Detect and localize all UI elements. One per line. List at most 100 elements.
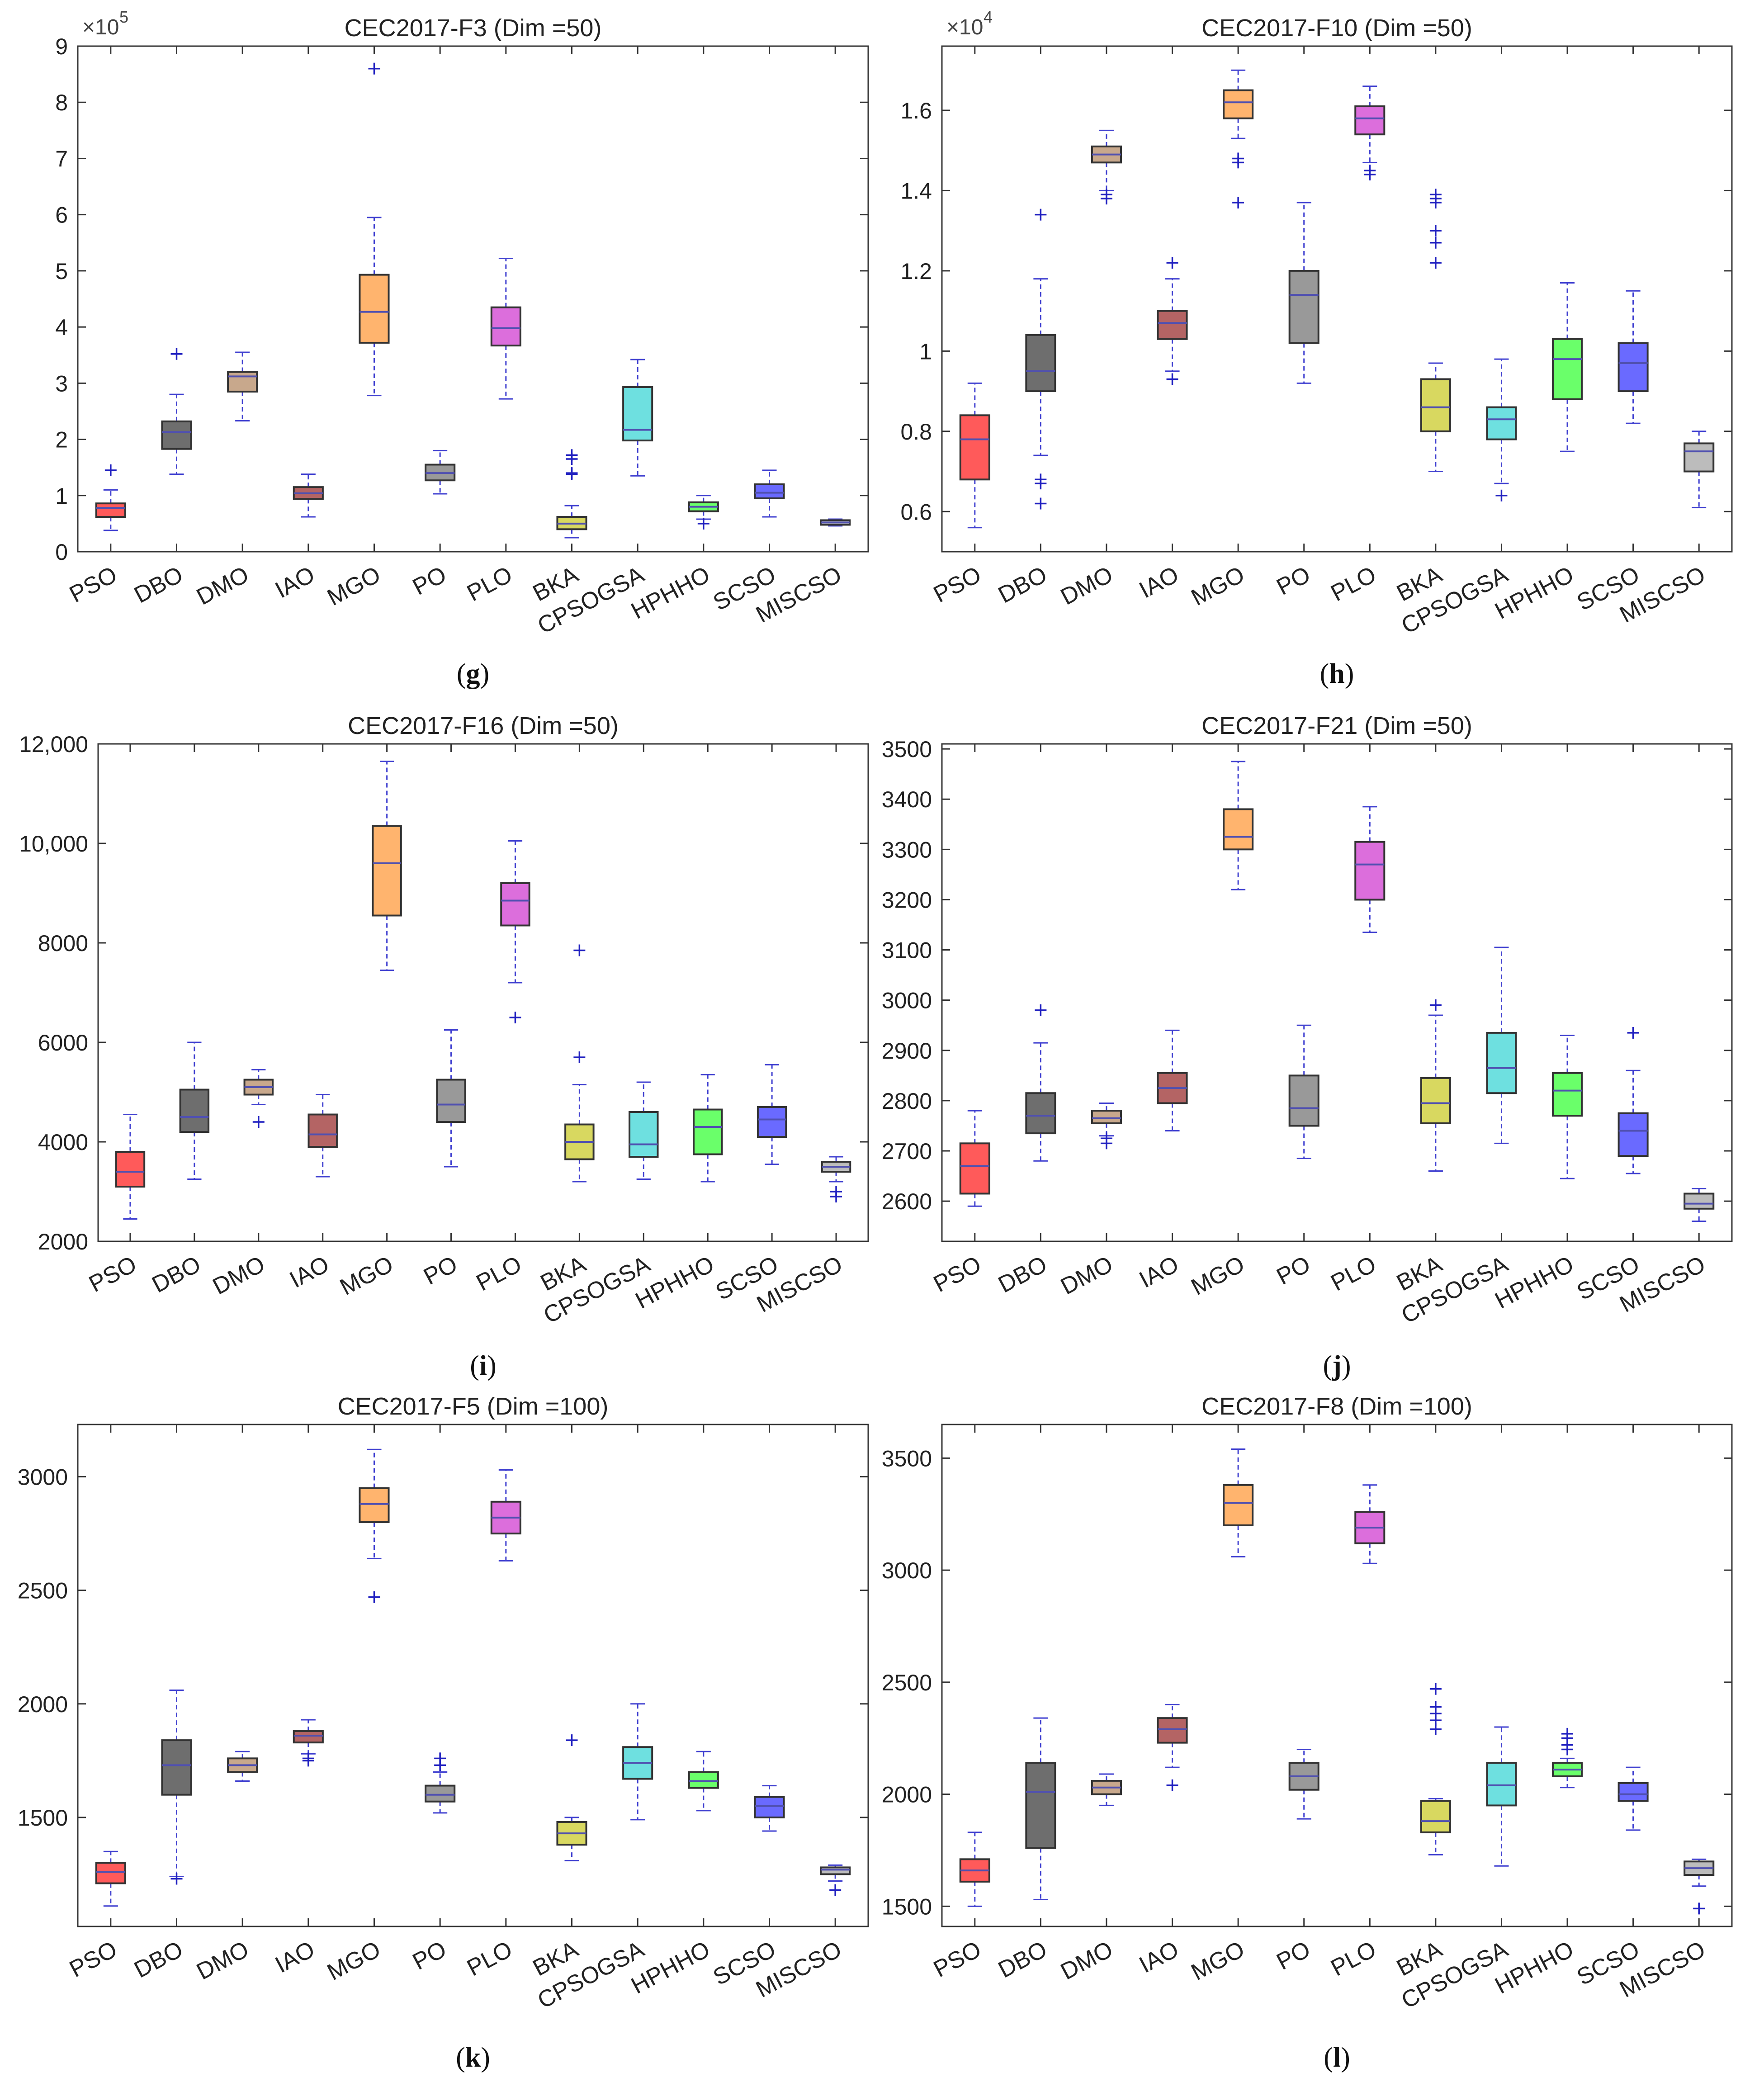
box-HPHHO: HPHHO [1491, 744, 1583, 1314]
iqr-box [1486, 1032, 1517, 1094]
outlier-marker [829, 1884, 842, 1896]
x-tick-label: PSO [929, 561, 985, 608]
x-tick-label: PSO [929, 1936, 985, 1983]
y-exponent-label: ×10 [946, 15, 983, 39]
y-tick-label: 2000 [882, 1782, 932, 1808]
y-tick-label: 1.4 [900, 178, 932, 203]
outlier-marker [1232, 197, 1244, 209]
panel-j: CEC2017-F21 (Dim =50) 2600 2700 2800 2900 300… [882, 712, 1733, 1381]
y-tick-label: 1.6 [900, 98, 932, 123]
outlier-marker [434, 1752, 446, 1765]
outlier-marker [302, 1752, 314, 1765]
box-MGO: MGO [1187, 1424, 1254, 1986]
outlier-marker [697, 517, 709, 530]
chart-title: CEC2017-F16 (Dim =50) [348, 712, 619, 739]
box-DBO: DBO [148, 744, 210, 1298]
x-tick-label: PLO [1327, 561, 1381, 606]
iqr-box [754, 1796, 785, 1818]
x-tick-label: DBO [130, 561, 187, 608]
box-PLO: PLO [463, 46, 521, 606]
iqr-box [1025, 1092, 1056, 1135]
outlier-marker [1561, 1727, 1574, 1740]
panel-caption: (i) [470, 1350, 497, 1381]
box-HPHHO: HPHHO [1491, 46, 1583, 625]
box-MGO: MGO [336, 744, 402, 1301]
iqr-box [692, 1108, 723, 1155]
x-tick-label: DMO [1056, 1251, 1117, 1300]
x-tick-label: DBO [994, 561, 1051, 608]
y-tick-label: 3000 [882, 1558, 932, 1583]
y-tick-label: 2900 [882, 1038, 932, 1064]
outlier-marker [1035, 1004, 1047, 1016]
box-IAO: IAO [1135, 46, 1188, 604]
box-CPSOGSA: CPSOGSA [533, 46, 653, 639]
x-tick-label: PLO [1327, 1251, 1381, 1296]
y-tick-label: 9 [55, 34, 68, 59]
outlier-marker [1100, 189, 1112, 201]
y-tick-label: 8 [55, 90, 68, 115]
box-SCSO: SCSO [709, 46, 785, 616]
x-tick-label: MGO [336, 1251, 397, 1301]
x-tick-label: DMO [192, 1936, 253, 1985]
x-tick-label: PSO [65, 561, 121, 608]
iqr-box [820, 1866, 851, 1875]
box-PO: PO [1272, 744, 1319, 1290]
panel-h: CEC2017-F10 (Dim =50) 0.6 0.8 1 1.2 1.4 1.6 ×10… [900, 8, 1733, 689]
y-tick-label: 4000 [38, 1130, 88, 1155]
iqr-box [622, 386, 653, 442]
x-tick-label: PSO [65, 1936, 121, 1983]
x-tick-label: MGO [1187, 1936, 1249, 1986]
outlier-marker [1035, 497, 1047, 510]
box-SCSO: SCSO [1573, 744, 1649, 1306]
iqr-box [436, 1079, 466, 1123]
panel-caption: (l) [1324, 2042, 1350, 2073]
iqr-box [161, 420, 192, 450]
box-BKA: BKA [529, 1424, 587, 1981]
box-HPHHO: HPHHO [627, 1424, 719, 1999]
x-tick-label: DBO [130, 1936, 187, 1983]
outlier-marker [1035, 473, 1047, 486]
x-tick-label: PO [1272, 1936, 1315, 1975]
panel-caption: (j) [1323, 1350, 1351, 1381]
y-tick-label: 1500 [882, 1894, 932, 1919]
y-tick-label: 1 [55, 483, 68, 509]
iqr-box [359, 1487, 390, 1523]
panel-caption: (g) [457, 658, 489, 689]
y-tick-label: 4 [55, 315, 68, 340]
box-BKA: BKA [1392, 744, 1451, 1296]
axes-frame [97, 743, 869, 1242]
iqr-box [1420, 1800, 1451, 1833]
outlier-marker [1429, 257, 1442, 269]
iqr-box [1420, 378, 1451, 432]
box-DMO: DMO [208, 744, 274, 1300]
iqr-box [1617, 1782, 1649, 1802]
iqr-box [95, 1862, 126, 1884]
iqr-box [1617, 1112, 1649, 1157]
iqr-box [1354, 105, 1386, 136]
outlier-marker [573, 1051, 586, 1063]
box-IAO: IAO [1135, 744, 1188, 1293]
panel-caption: (h) [1320, 658, 1354, 689]
box-CPSOGSA: CPSOGSA [1397, 1424, 1517, 2014]
panel-k: CEC2017-F5 (Dim =100) 1500 2000 2500 3000 PSO… [18, 1393, 869, 2073]
y-tick-label: 12,000 [19, 732, 88, 757]
iqr-box [227, 371, 258, 393]
outlier-marker [104, 464, 117, 476]
y-tick-label: 3 [55, 371, 68, 396]
box-SCSO: SCSO [711, 744, 787, 1306]
y-tick-label: 8000 [38, 931, 88, 956]
axes-frame [77, 45, 869, 553]
box-DMO: DMO [192, 46, 258, 610]
y-tick-label: 1.2 [900, 259, 932, 284]
x-tick-label: IAO [1135, 1251, 1183, 1293]
x-tick-label: DMO [1056, 561, 1117, 610]
y-tick-label: 3500 [882, 1446, 932, 1471]
iqr-box [1684, 442, 1715, 473]
outlier-marker [1429, 1701, 1442, 1713]
y-tick-label: 5 [55, 259, 68, 284]
y-tick-label: 3500 [882, 737, 932, 762]
box-CPSOGSA: CPSOGSA [533, 1424, 653, 2014]
outlier-marker [1364, 165, 1376, 177]
outlier-marker [1166, 1779, 1178, 1791]
